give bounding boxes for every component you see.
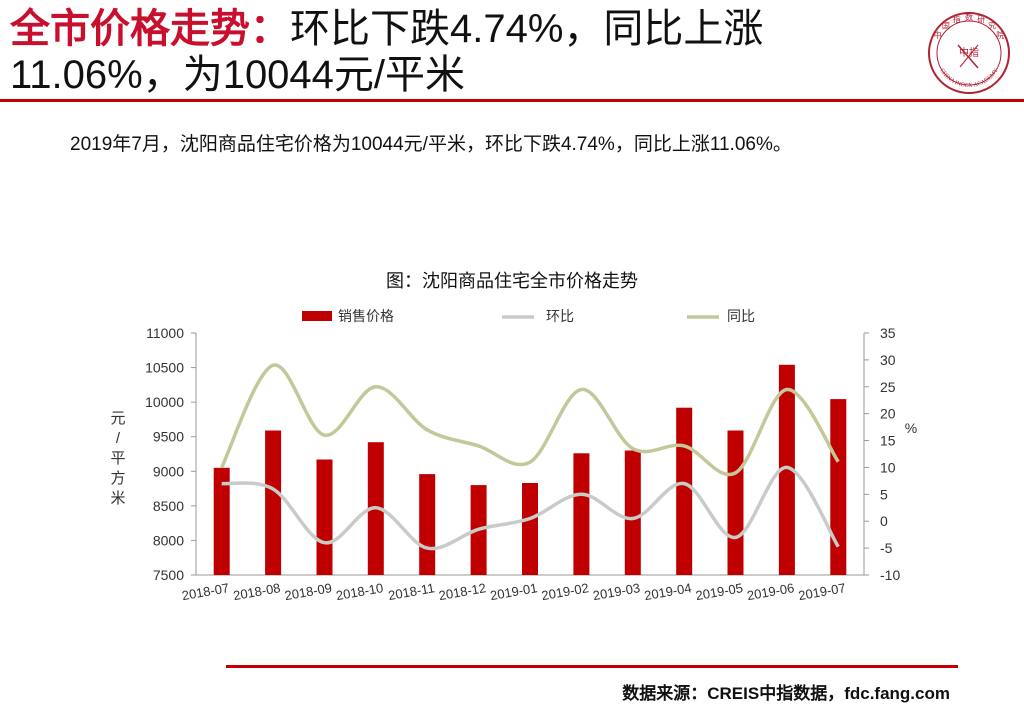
seal-top-char: 数: [965, 12, 973, 22]
price-bar: [265, 430, 282, 575]
bottom-rule: [226, 665, 958, 668]
y-tick-label: 9000: [153, 463, 184, 479]
summary-text: 2019年7月，沈阳商品住宅价格为10044元/平米，环比下跌4.74%，同比上…: [70, 134, 792, 155]
seal-top-char: 究: [988, 20, 996, 30]
y-axis-label-char: 平: [110, 450, 125, 467]
y-axis-label-char: 元: [110, 410, 125, 427]
y-tick-label: 7500: [153, 567, 184, 583]
x-tick-label: 2018-12: [438, 580, 488, 603]
y2-axis-label: %: [905, 420, 917, 436]
china-index-academy-seal: 中国指数研究院 中指 CHINA INDEX ACADEMY: [928, 12, 1010, 94]
y2-tick-label: 30: [880, 352, 896, 368]
y2-tick-label: 5: [880, 486, 888, 502]
x-tick-label: 2019-01: [489, 580, 539, 603]
price-bar: [522, 483, 538, 575]
y-tick-label: 10500: [145, 360, 184, 376]
x-tick-label: 2019-07: [797, 580, 847, 603]
y2-tick-label: 20: [880, 406, 896, 422]
price-bar: [778, 364, 795, 575]
y-tick-label: 11000: [146, 325, 184, 341]
x-tick-label: 2018-07: [181, 580, 231, 603]
x-tick-label: 2018-08: [232, 580, 282, 603]
price-bar: [830, 399, 847, 575]
y-axis-label-char: 米: [110, 490, 125, 507]
yoy-line: [220, 363, 840, 477]
x-tick-label: 2018-10: [335, 580, 385, 603]
legend-label-yoy: 同比: [727, 308, 755, 324]
price-bar: [213, 467, 230, 575]
header-rule: [0, 99, 1024, 102]
x-tick-label: 2018-09: [283, 580, 333, 603]
price-bar: [727, 430, 744, 575]
x-tick-label: 2019-02: [540, 580, 590, 603]
price-bar: [624, 450, 641, 575]
seal-top-char: 研: [977, 15, 985, 24]
page-title: 全市价格走势：环比下跌4.74%，同比上涨11.06%，为10044元/平米: [10, 6, 920, 98]
legend-swatch-price: [302, 311, 332, 321]
y2-tick-label: 25: [880, 379, 896, 395]
y2-tick-label: -5: [880, 540, 893, 556]
title-rest: 环比下跌4.74%，同比上涨11.06%，为10044元/平米: [10, 7, 764, 97]
x-tick-label: 2019-03: [592, 580, 642, 603]
y-tick-label: 8500: [153, 498, 184, 514]
price-bar: [676, 407, 693, 575]
y-tick-label: 10000: [145, 394, 184, 410]
seal-top-char: 指: [953, 14, 961, 24]
title-accent: 全市价格走势：: [10, 7, 290, 51]
y-tick-label: 9500: [153, 429, 184, 445]
price-bar: [316, 459, 333, 575]
y-axis-label-char: 方: [110, 470, 125, 487]
x-tick-label: 2019-05: [694, 580, 744, 603]
legend-label-price: 销售价格: [338, 308, 394, 324]
y-tick-label: 8000: [153, 532, 184, 548]
data-source: 数据来源：CREIS中指数据，fdc.fang.com: [622, 684, 950, 703]
y2-tick-label: 0: [880, 513, 888, 529]
seal-top-char: 国: [942, 21, 950, 30]
y2-tick-label: 15: [880, 433, 896, 449]
y2-tick-label: 10: [880, 459, 896, 475]
x-tick-label: 2019-06: [746, 580, 796, 603]
seal-top-char: 中: [934, 30, 942, 40]
y2-tick-label: -10: [880, 567, 900, 583]
x-tick-label: 2019-04: [643, 580, 693, 603]
seal-top-char: 院: [996, 30, 1004, 40]
chart-title: 图：沈阳商品住宅全市价格走势: [386, 271, 638, 291]
mom-line: [221, 465, 840, 551]
y2-tick-label: 35: [880, 325, 896, 341]
price-bar: [573, 453, 590, 575]
price-bar: [419, 474, 436, 575]
x-tick-label: 2018-11: [387, 580, 436, 603]
legend-label-mom: 环比: [546, 308, 574, 324]
y-axis-label-char: /: [116, 430, 121, 447]
